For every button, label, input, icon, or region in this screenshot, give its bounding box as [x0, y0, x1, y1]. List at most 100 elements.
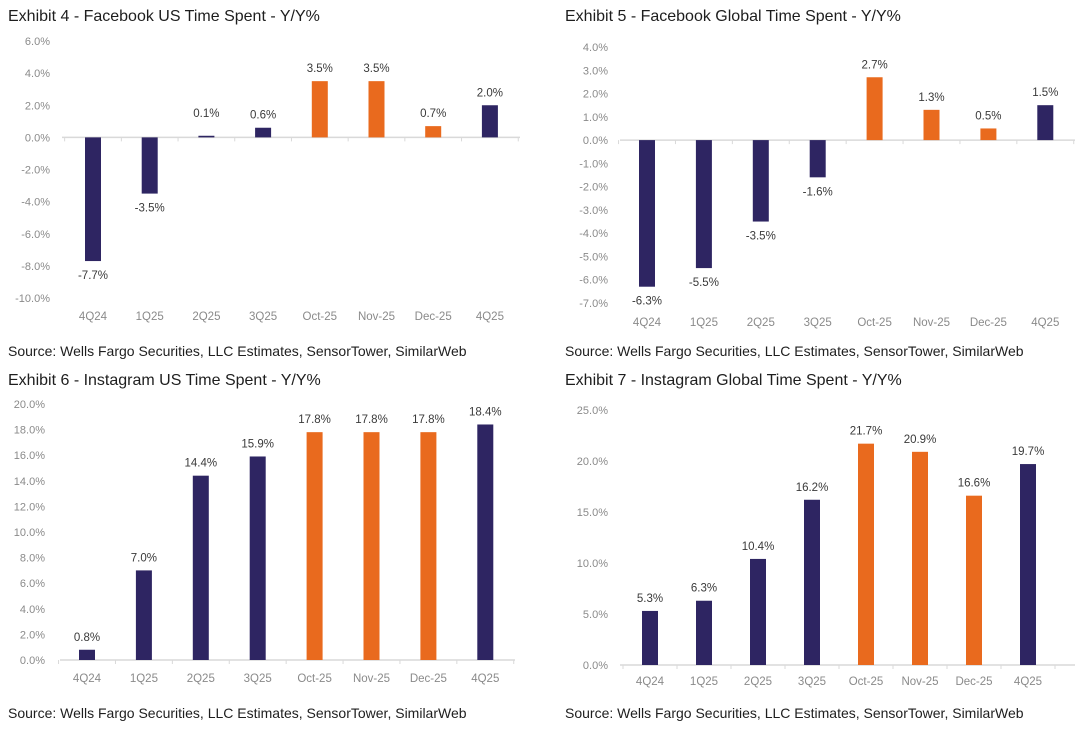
- x-tick-label: 3Q25: [804, 317, 832, 329]
- data-label: 17.8%: [412, 414, 445, 426]
- x-tick-label: 2Q25: [192, 311, 220, 323]
- y-tick-label: -5.0%: [579, 251, 608, 263]
- x-tick-label: 4Q25: [471, 673, 499, 685]
- x-tick-label: 4Q25: [476, 311, 504, 323]
- bar-4q25: [1037, 105, 1054, 141]
- bar-nov-25: [923, 109, 940, 141]
- x-tick-label: Nov-25: [353, 673, 390, 685]
- data-label: -1.6%: [803, 186, 833, 198]
- data-label: 2.7%: [861, 59, 887, 71]
- data-label: 18.4%: [469, 406, 502, 418]
- x-tick-label: Dec-25: [955, 676, 992, 688]
- y-tick-label: 10.0%: [577, 558, 608, 570]
- bar-4q25: [481, 105, 498, 138]
- data-label: 20.9%: [904, 434, 937, 446]
- x-tick-label: Oct-25: [303, 311, 338, 323]
- bar-4q24: [85, 137, 101, 262]
- x-tick-label: 2Q25: [744, 676, 772, 688]
- y-tick-label: 12.0%: [14, 501, 45, 513]
- y-tick-label: 15.0%: [577, 507, 608, 519]
- bar-4q24: [79, 649, 95, 660]
- chart-source: Source: Wells Fargo Securities, LLC Esti…: [565, 343, 1024, 359]
- bar-2q25: [192, 475, 209, 660]
- data-label: 17.8%: [355, 414, 388, 426]
- bar-1q25: [135, 570, 152, 660]
- chart-exhibit-4: Exhibit 4 - Facebook US Time Spent - Y/Y…: [0, 0, 540, 368]
- y-tick-label: -4.0%: [21, 197, 50, 209]
- data-label: 16.2%: [796, 482, 829, 494]
- x-tick-label: 3Q25: [244, 673, 272, 685]
- y-tick-label: -3.0%: [579, 205, 608, 217]
- chart-title: Exhibit 7 - Instagram Global Time Spent …: [565, 372, 902, 389]
- y-tick-label: 0.0%: [20, 655, 45, 667]
- x-tick-label: 4Q24: [633, 317, 662, 329]
- x-tick-label: 3Q25: [798, 676, 826, 688]
- data-label: 0.1%: [193, 108, 219, 120]
- data-label: 2.0%: [477, 87, 503, 99]
- data-label: 19.7%: [1012, 446, 1045, 458]
- y-tick-label: -6.0%: [579, 275, 608, 287]
- y-tick-label: -6.0%: [21, 229, 50, 241]
- x-tick-label: Oct-25: [857, 317, 892, 329]
- bar-oct-25: [866, 77, 883, 141]
- x-tick-label: Nov-25: [901, 676, 938, 688]
- data-label: 0.5%: [975, 110, 1001, 122]
- bar-4q24: [642, 610, 658, 665]
- x-tick-label: Dec-25: [410, 673, 447, 685]
- chart-source: Source: Wells Fargo Securities, LLC Esti…: [565, 705, 1024, 721]
- x-tick-label: 1Q25: [690, 676, 718, 688]
- x-tick-label: 4Q24: [636, 676, 665, 688]
- chart-source: Source: Wells Fargo Securities, LLC Esti…: [8, 705, 467, 721]
- bar-chart: 4.0% 3.0% 2.0% 1.0% 0.0% -1.0% -2.0% -3.0% -4.0%…: [579, 42, 1075, 329]
- bar-4q24: [639, 140, 655, 287]
- y-tick-label: 20.0%: [14, 399, 45, 411]
- x-tick-label: Dec-25: [970, 317, 1007, 329]
- bar-oct-25: [858, 443, 874, 665]
- y-tick-label: 14.0%: [14, 476, 45, 488]
- data-label: 1.5%: [1032, 87, 1058, 99]
- x-tick-label: 1Q25: [136, 311, 164, 323]
- x-tick-label: Nov-25: [913, 317, 950, 329]
- y-tick-label: 10.0%: [14, 527, 45, 539]
- data-label: 21.7%: [850, 426, 883, 438]
- data-label: -3.5%: [135, 203, 165, 215]
- x-tick-label: Nov-25: [358, 311, 395, 323]
- x-tick-label: Dec-25: [415, 311, 452, 323]
- y-tick-label: 5.0%: [583, 609, 608, 621]
- data-label: 15.9%: [241, 438, 274, 450]
- chart-exhibit-7: Exhibit 7 - Instagram Global Time Spent …: [540, 368, 1080, 736]
- data-label: 17.8%: [298, 414, 331, 426]
- y-tick-label: 16.0%: [14, 450, 45, 462]
- y-tick-label: -2.0%: [579, 182, 608, 194]
- data-label: 3.5%: [363, 63, 389, 75]
- bar-1q25: [141, 137, 158, 194]
- y-tick-label: 2.0%: [583, 89, 608, 101]
- y-tick-label: 6.0%: [25, 36, 50, 48]
- chart-title: Exhibit 4 - Facebook US Time Spent - Y/Y…: [8, 8, 320, 25]
- data-label: 0.8%: [74, 632, 100, 644]
- bar-1q25: [696, 600, 712, 665]
- y-tick-label: -8.0%: [21, 261, 50, 273]
- y-tick-label: -4.0%: [579, 228, 608, 240]
- x-tick-label: 3Q25: [249, 311, 277, 323]
- y-tick-label: 4.0%: [583, 42, 608, 54]
- bar-dec-25: [425, 126, 442, 138]
- bar-1q25: [695, 140, 712, 269]
- y-tick-label: 1.0%: [583, 112, 608, 124]
- data-label: -6.3%: [632, 296, 662, 308]
- data-label: 5.3%: [637, 593, 663, 605]
- y-tick-label: 20.0%: [577, 456, 608, 468]
- chart-title: Exhibit 5 - Facebook Global Time Spent -…: [565, 8, 901, 25]
- bar-chart: 20.0% 18.0% 16.0% 14.0% 12.0% 10.0% 8.0% 6.0% 4.…: [14, 399, 515, 685]
- bar-3q25: [255, 127, 272, 138]
- y-tick-label: 18.0%: [14, 425, 45, 437]
- x-tick-label: Oct-25: [849, 676, 884, 688]
- y-tick-label: 2.0%: [20, 629, 45, 641]
- data-label: 3.5%: [307, 63, 333, 75]
- y-tick-label: 8.0%: [20, 553, 45, 565]
- bar-dec-25: [980, 128, 997, 141]
- y-tick-label: -1.0%: [579, 158, 608, 170]
- bar-2q25: [198, 135, 215, 138]
- y-tick-label: 0.0%: [583, 135, 608, 147]
- bar-nov-25: [363, 432, 380, 660]
